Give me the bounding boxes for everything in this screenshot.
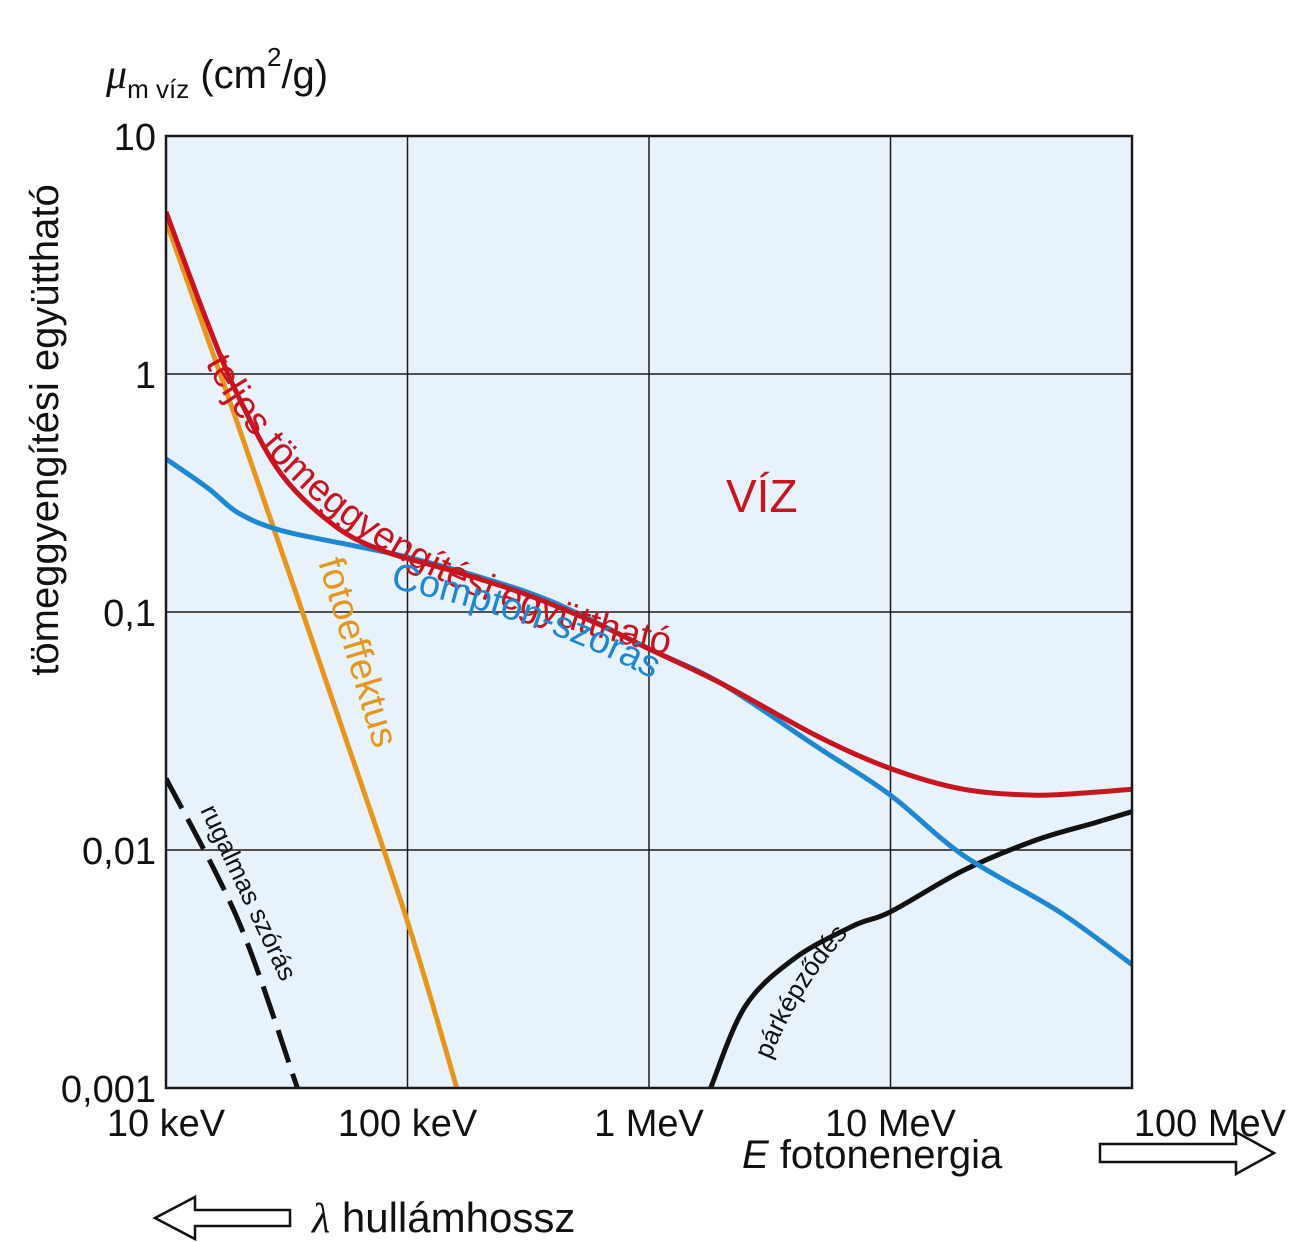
y-tick-label-2: 0,1 [103,593,156,635]
unit-close: /g) [281,53,328,97]
series-group [166,211,1132,1088]
right-arrow-icon [1098,1129,1277,1177]
x-tick-label-3: 10 MeV [825,1103,957,1145]
x-tick-label-1: 100 keV [338,1103,478,1145]
y-tick-label-0: 10 [114,117,156,159]
e-symbol: E [742,1133,770,1177]
plot-frame [164,134,1134,1090]
y-tick-label-1: 1 [135,355,156,397]
wavelength-label: λ hullámhossz [310,1194,575,1242]
series-line-0 [166,211,1132,798]
y-tick-label-4: 0,001 [61,1069,156,1111]
unit-open: (cm [189,53,267,97]
mu-subscript: m víz [127,74,189,104]
annotation-viz: VÍZ [726,470,798,522]
series-line-2 [166,220,460,1088]
x-tick-label-0: 10 keV [107,1103,226,1145]
y-unit-label: μm víz (cm2/g) [105,42,328,104]
x-tick-label-2: 1 MeV [594,1103,704,1145]
x-tick-labels: 10 keV 100 keV 1 MeV 10 MeV 100 MeV [107,1103,1287,1145]
y-tick-label-3: 0,01 [82,831,156,873]
x-axis-label: fotonenergia [780,1133,1003,1177]
lambda-symbol: λ [310,1196,330,1242]
y-tick-labels: 10 1 0,1 0,01 0,001 [61,117,156,1111]
unit-exponent: 2 [267,42,281,72]
x-axis-title: E fotonenergia [742,1133,1003,1177]
x-tick-label-4: 100 MeV [1134,1103,1287,1145]
mu-symbol: μ [105,52,127,98]
y-axis-title: tömeggyengítési együttható [23,184,67,675]
series-line-4 [708,809,1132,1088]
left-arrow-icon [152,1194,292,1242]
wavelength-text: hullámhossz [342,1194,575,1241]
series-line-3 [166,777,300,1088]
